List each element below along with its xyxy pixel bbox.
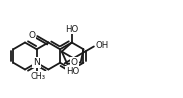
Text: OH: OH	[96, 41, 109, 50]
Text: HO: HO	[65, 24, 78, 34]
Text: O: O	[28, 31, 35, 40]
Text: N: N	[33, 58, 40, 67]
Text: O: O	[71, 58, 78, 67]
Text: CH₃: CH₃	[30, 72, 45, 81]
Text: HO: HO	[66, 67, 79, 76]
